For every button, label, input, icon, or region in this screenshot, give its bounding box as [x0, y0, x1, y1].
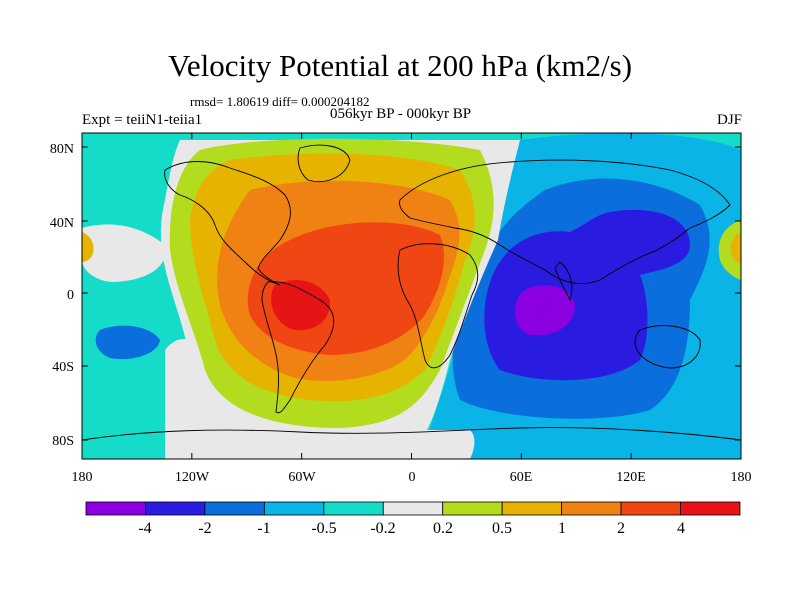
- colorbar-swatch: [204, 501, 265, 516]
- colorbar-swatch: [263, 501, 325, 516]
- lon-tick-label: 0: [408, 470, 416, 485]
- colorbar: [85, 501, 741, 516]
- colorbar-swatch: [85, 501, 146, 516]
- colorbar-label: -0.5: [311, 520, 337, 537]
- colorbar-swatch: [382, 501, 444, 516]
- lat-tick-label: 40S: [52, 360, 74, 375]
- contour-lobe-east-edge: [718, 220, 741, 280]
- colorbar-swatch: [501, 501, 563, 516]
- colorbar-label: -1: [257, 520, 271, 537]
- map-title: Velocity Potential at 200 hPa (km2/s): [167, 48, 633, 83]
- coast-australia: [634, 325, 701, 369]
- contour-band-zero-west: [82, 224, 166, 282]
- stats-line: rmsd= 1.80619 diff= 0.000204182: [190, 94, 370, 109]
- experiment-label: Expt = teiiN1-teiia1: [82, 112, 203, 128]
- lon-tick-label: 180: [730, 470, 752, 485]
- contour-band-zero-south: [165, 339, 475, 459]
- contour-lobe-east-core: [730, 232, 741, 265]
- coast-eurasia: [399, 159, 731, 284]
- colorbar-label: -4: [138, 520, 152, 537]
- coast-south-america: [261, 281, 335, 414]
- axis-ticks: [81, 133, 742, 459]
- coast-north-america: [164, 161, 291, 286]
- contour-band-m3: [484, 209, 690, 381]
- coast-india: [554, 261, 573, 302]
- colorbar-label: -0.2: [370, 520, 396, 537]
- colorbar-label: 0.2: [433, 520, 453, 537]
- contour-lobe-west-core: [82, 232, 94, 262]
- contour-blob-pacific: [95, 325, 160, 360]
- lat-tick-label: 0: [67, 288, 74, 303]
- colorbar-swatch: [145, 501, 206, 516]
- contour-band-5: [271, 280, 331, 331]
- season-label: DJF: [716, 112, 742, 128]
- coast-greenland: [297, 144, 351, 182]
- lat-tick-label: 80N: [49, 142, 74, 157]
- period-label: 056kyr BP - 000kyr BP: [330, 106, 472, 122]
- colorbar-swatch: [442, 501, 503, 516]
- colorbar-swatch: [680, 501, 741, 516]
- colorbar-label: -2: [198, 520, 212, 537]
- lat-tick-label: 40N: [49, 216, 74, 231]
- lon-tick-label: 180: [71, 470, 93, 485]
- colorbar-swatch: [561, 501, 622, 516]
- coastlines: [82, 144, 741, 441]
- contour-band-m5: [514, 285, 575, 336]
- colorbar-label: 0.5: [492, 520, 512, 537]
- colorbar-label: 2: [617, 520, 625, 537]
- lon-tick-label: 60E: [509, 470, 533, 485]
- colorbar-label: 4: [677, 520, 685, 537]
- lon-tick-label: 60W: [288, 470, 316, 485]
- colorbar-swatch: [620, 501, 681, 516]
- colorbar-label: 1: [558, 520, 566, 537]
- lon-tick-label: 120E: [616, 470, 646, 485]
- coast-africa: [397, 243, 479, 369]
- lat-tick-label: 80S: [52, 434, 74, 449]
- coast-antarctica: [82, 427, 741, 441]
- lon-tick-label: 120W: [174, 470, 210, 485]
- colorbar-swatch: [323, 501, 384, 516]
- contour-field: [82, 133, 741, 459]
